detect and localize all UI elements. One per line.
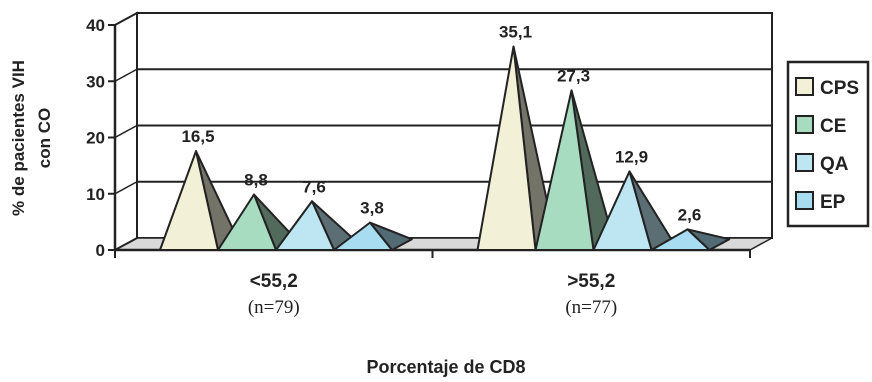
data-labels: 16,5 8,8 7,6 3,8 35,1 27,3 12,9 2,6: [181, 23, 701, 225]
gridlines: [114, 12, 772, 195]
legend-label-ce: CE: [820, 116, 846, 137]
pyramid-ep: [333, 221, 393, 251]
x-axis-categories: <55,2 (n=79) >55,2 (n=77): [248, 271, 617, 318]
legend-label-cps: CPS: [820, 78, 859, 99]
data-label: 12,9: [615, 147, 648, 166]
gridline-side: [114, 12, 138, 26]
legend: CPS CE QA EP: [786, 60, 870, 228]
x-axis-title: Porcentaje de CD8: [366, 357, 525, 377]
x-category-label: >55,2: [567, 271, 615, 292]
y-tick-label: 10: [86, 185, 105, 204]
y-axis-title-line-1: % de pacientes VIH: [9, 60, 28, 216]
data-label: 35,1: [499, 23, 532, 42]
legend-label-ep: EP: [820, 192, 846, 213]
legend-label-qa: QA: [820, 154, 849, 175]
pyramid-ce: [217, 193, 277, 251]
x-category-note: (n=77): [565, 297, 617, 318]
y-tick-label: 40: [86, 16, 105, 35]
data-label: 7,6: [302, 177, 326, 196]
data-label: 16,5: [181, 127, 214, 146]
data-label: 27,3: [557, 66, 590, 85]
pyramid-qa: [275, 200, 335, 251]
legend-swatch-qa: [795, 153, 814, 172]
pyramid-ce: [534, 89, 595, 251]
pyramid-qa: [592, 170, 653, 251]
data-label: 3,8: [360, 199, 384, 218]
pyramid-ep: [650, 228, 711, 251]
legend-swatch-ce: [795, 115, 814, 134]
legend-swatch-cps: [795, 77, 814, 96]
data-label: 8,8: [244, 171, 268, 190]
x-category-label: <55,2: [250, 271, 298, 292]
x-category-note: (n=79): [248, 297, 300, 318]
pyramid-cps: [476, 45, 537, 251]
data-label: 2,6: [678, 205, 702, 224]
gridline-side: [114, 124, 138, 139]
y-tick-label: 30: [86, 72, 105, 91]
y-tick-label: 0: [96, 241, 105, 260]
legend-swatch-ep: [795, 191, 814, 210]
gridline-side: [114, 68, 138, 82]
pyramid-cps: [159, 150, 219, 251]
y-tick-label: 20: [86, 129, 105, 148]
gridline-side: [114, 181, 138, 195]
y-axis-title-line-2: con CO: [35, 108, 54, 168]
data-marks: [159, 45, 731, 251]
